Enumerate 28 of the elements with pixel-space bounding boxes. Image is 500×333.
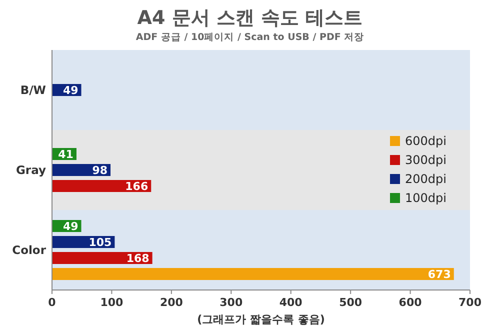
x-tick-label: 700 (458, 296, 482, 309)
chart-title: A4 문서 스캔 속도 테스트 (137, 7, 363, 29)
y-tick-label: B/W (20, 83, 46, 97)
data-label: 49 (62, 220, 78, 233)
legend-label: 200dpi (405, 172, 446, 186)
y-tick-label: Gray (16, 163, 46, 177)
data-label: 166 (125, 180, 148, 193)
x-tick-label: 400 (279, 296, 303, 309)
x-axis-title: (그래프가 짧을수록 좋음) (197, 313, 325, 326)
y-tick-label: Color (12, 243, 46, 257)
x-tick-label: 100 (100, 296, 124, 309)
data-label: 98 (92, 164, 108, 177)
legend-label: 300dpi (405, 153, 446, 167)
data-label: 673 (428, 268, 451, 281)
x-tick-label: 0 (48, 296, 56, 309)
x-tick-label: 500 (339, 296, 362, 309)
data-label: 41 (58, 148, 74, 161)
x-tick-label: 600 (398, 296, 422, 309)
legend-label: 600dpi (405, 134, 446, 148)
legend-label: 100dpi (405, 191, 446, 205)
chart-subtitle: ADF 공급 / 10페이지 / Scan to USB / PDF 저장 (136, 32, 364, 43)
data-label: 105 (88, 236, 112, 249)
bar (52, 268, 454, 280)
data-label: 49 (62, 84, 78, 97)
x-tick-label: 300 (220, 296, 243, 309)
bar (52, 252, 152, 264)
data-label: 168 (126, 252, 150, 265)
x-tick-label: 200 (160, 296, 184, 309)
